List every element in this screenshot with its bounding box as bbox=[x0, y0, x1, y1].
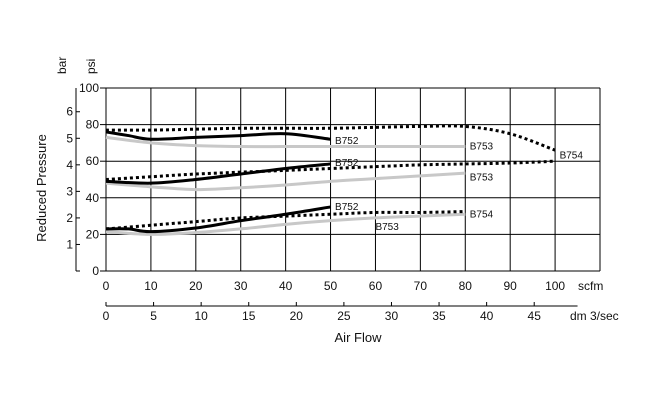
series-line-b754 bbox=[105, 159, 556, 181]
series-line-b754 bbox=[105, 210, 466, 231]
series-line-b752 bbox=[105, 162, 331, 185]
y-tick-label-psi: 0 bbox=[92, 264, 99, 278]
series-label-b753: B753 bbox=[470, 142, 494, 153]
y-tick-label-psi: 100 bbox=[79, 81, 99, 95]
x-tick-label-scfm: 80 bbox=[459, 279, 473, 293]
x-tick-label-dm3: 30 bbox=[385, 309, 399, 323]
x-tick-label-scfm: 100 bbox=[545, 279, 565, 293]
series-line-b754 bbox=[105, 124, 556, 152]
x-tick-label-dm3: 45 bbox=[528, 309, 542, 323]
x-tick-label-dm3: 15 bbox=[242, 309, 256, 323]
y-tick-label-psi: 40 bbox=[86, 191, 100, 205]
y-axis-label: Reduced Pressure bbox=[34, 134, 49, 242]
y-tick-label-psi: 80 bbox=[86, 118, 100, 132]
y-tick-label-bar: 4 bbox=[66, 158, 73, 172]
x-tick-label-dm3: 40 bbox=[480, 309, 494, 323]
x-axis-label: Air Flow bbox=[335, 330, 383, 345]
x-tick-label-dm3: 25 bbox=[337, 309, 351, 323]
y-axis-unit-bar: bar bbox=[55, 57, 69, 74]
series-label-b754: B754 bbox=[470, 209, 494, 220]
y-tick-label-psi: 20 bbox=[86, 227, 100, 241]
series-label-b752: B752 bbox=[335, 202, 359, 213]
y-tick-label-bar: 6 bbox=[66, 105, 73, 119]
y-tick-label-bar: 5 bbox=[66, 131, 73, 145]
grid bbox=[75, 87, 601, 307]
x-axis-unit-primary: scfm bbox=[578, 279, 603, 293]
y-axis-unit-psi: psi bbox=[84, 59, 98, 74]
series-label-b752: B752 bbox=[335, 136, 359, 147]
x-tick-label-scfm: 10 bbox=[144, 279, 158, 293]
series-line-b752 bbox=[105, 205, 331, 234]
x-tick-label-scfm: 20 bbox=[189, 279, 203, 293]
series-line-b753 bbox=[105, 171, 466, 192]
x-tick-label-scfm: 50 bbox=[324, 279, 338, 293]
x-tick-label-scfm: 70 bbox=[414, 279, 428, 293]
x-tick-label-scfm: 30 bbox=[234, 279, 248, 293]
x-tick-label-dm3: 20 bbox=[290, 309, 304, 323]
series-line-b753 bbox=[105, 135, 466, 149]
y-tick-label-bar: 2 bbox=[66, 211, 73, 225]
x-tick-label-dm3: 0 bbox=[103, 309, 110, 323]
series-label-b753: B753 bbox=[375, 222, 399, 233]
x-axis-unit-secondary: dm 3/sec bbox=[570, 309, 619, 323]
x-tick-label-scfm: 40 bbox=[279, 279, 293, 293]
x-tick-label-scfm: 60 bbox=[369, 279, 383, 293]
series-layer bbox=[105, 124, 556, 236]
series-line-b753 bbox=[105, 212, 466, 236]
y-tick-label-bar: 3 bbox=[66, 184, 73, 198]
series-line-b752 bbox=[105, 130, 331, 141]
series-label-b752: B752 bbox=[335, 158, 359, 169]
series-label-b754: B754 bbox=[560, 151, 584, 162]
y-tick-label-bar: 1 bbox=[66, 237, 73, 251]
y-tick-label-psi: 60 bbox=[86, 154, 100, 168]
x-tick-label-scfm: 0 bbox=[103, 279, 110, 293]
x-tick-label-scfm: 90 bbox=[504, 279, 518, 293]
x-tick-label-dm3: 5 bbox=[150, 309, 157, 323]
series-label-b753: B753 bbox=[470, 173, 494, 184]
x-tick-label-dm3: 10 bbox=[194, 309, 208, 323]
x-tick-label-dm3: 35 bbox=[432, 309, 446, 323]
